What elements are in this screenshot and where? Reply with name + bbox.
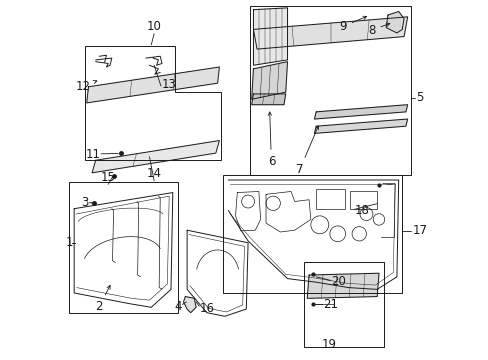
Text: 3: 3 (81, 196, 88, 209)
Polygon shape (314, 105, 407, 119)
Polygon shape (253, 17, 407, 49)
Text: 19: 19 (321, 338, 336, 351)
Polygon shape (306, 273, 378, 298)
Text: 18: 18 (354, 204, 369, 217)
Text: 13: 13 (161, 78, 176, 91)
Text: 5: 5 (415, 91, 423, 104)
Polygon shape (251, 62, 287, 99)
Polygon shape (92, 140, 219, 173)
Text: 8: 8 (367, 23, 389, 37)
Text: 20: 20 (330, 275, 346, 288)
Polygon shape (251, 94, 285, 105)
Text: 17: 17 (411, 224, 427, 238)
Text: 16: 16 (199, 302, 214, 315)
Polygon shape (183, 297, 196, 313)
Polygon shape (386, 12, 403, 33)
Polygon shape (86, 67, 219, 103)
Text: 4: 4 (174, 300, 182, 313)
Text: 14: 14 (146, 167, 162, 180)
Polygon shape (314, 119, 407, 134)
Text: 7: 7 (296, 126, 318, 176)
Text: 11: 11 (85, 148, 100, 161)
Text: 10: 10 (146, 20, 161, 33)
Text: 2: 2 (95, 285, 110, 313)
Text: 1: 1 (66, 236, 73, 249)
Polygon shape (253, 8, 287, 65)
Text: 9: 9 (339, 16, 366, 33)
Text: 15: 15 (101, 171, 116, 184)
Text: 6: 6 (267, 112, 275, 168)
Text: 21: 21 (322, 298, 337, 311)
Text: 12: 12 (75, 80, 97, 93)
